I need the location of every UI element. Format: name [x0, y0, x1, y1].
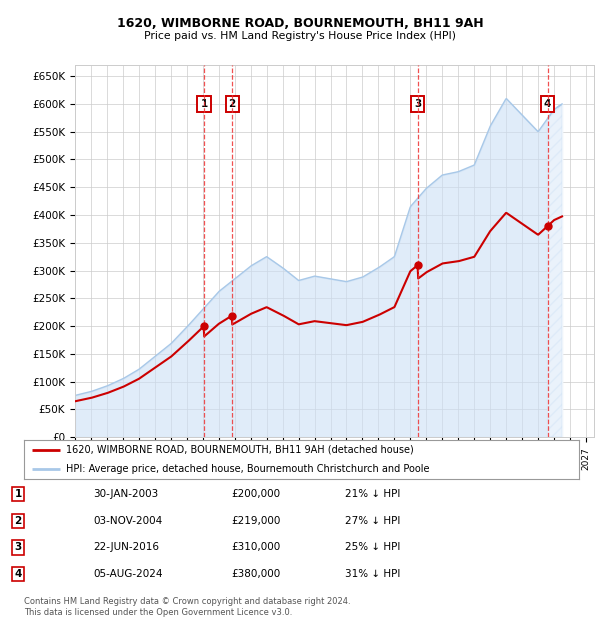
- Text: 27% ↓ HPI: 27% ↓ HPI: [345, 516, 400, 526]
- Text: 25% ↓ HPI: 25% ↓ HPI: [345, 542, 400, 552]
- Text: £219,000: £219,000: [231, 516, 280, 526]
- Text: £380,000: £380,000: [231, 569, 280, 579]
- Text: 3: 3: [414, 99, 421, 109]
- Text: HPI: Average price, detached house, Bournemouth Christchurch and Poole: HPI: Average price, detached house, Bour…: [65, 464, 429, 474]
- Text: 3: 3: [14, 542, 22, 552]
- Text: 1: 1: [200, 99, 208, 109]
- Text: £200,000: £200,000: [231, 489, 280, 499]
- Text: £310,000: £310,000: [231, 542, 280, 552]
- Text: 22-JUN-2016: 22-JUN-2016: [93, 542, 159, 552]
- Text: 03-NOV-2004: 03-NOV-2004: [93, 516, 162, 526]
- Text: 2: 2: [14, 516, 22, 526]
- Text: 05-AUG-2024: 05-AUG-2024: [93, 569, 163, 579]
- Text: 4: 4: [544, 99, 551, 109]
- Text: 4: 4: [14, 569, 22, 579]
- Text: Contains HM Land Registry data © Crown copyright and database right 2024.
This d: Contains HM Land Registry data © Crown c…: [24, 598, 350, 617]
- Text: 21% ↓ HPI: 21% ↓ HPI: [345, 489, 400, 499]
- Text: 1: 1: [14, 489, 22, 499]
- Text: 2: 2: [229, 99, 236, 109]
- Text: 1620, WIMBORNE ROAD, BOURNEMOUTH, BH11 9AH: 1620, WIMBORNE ROAD, BOURNEMOUTH, BH11 9…: [116, 17, 484, 30]
- Text: Price paid vs. HM Land Registry's House Price Index (HPI): Price paid vs. HM Land Registry's House …: [144, 31, 456, 41]
- Text: 30-JAN-2003: 30-JAN-2003: [93, 489, 158, 499]
- Text: 31% ↓ HPI: 31% ↓ HPI: [345, 569, 400, 579]
- Text: 1620, WIMBORNE ROAD, BOURNEMOUTH, BH11 9AH (detached house): 1620, WIMBORNE ROAD, BOURNEMOUTH, BH11 9…: [65, 445, 413, 455]
